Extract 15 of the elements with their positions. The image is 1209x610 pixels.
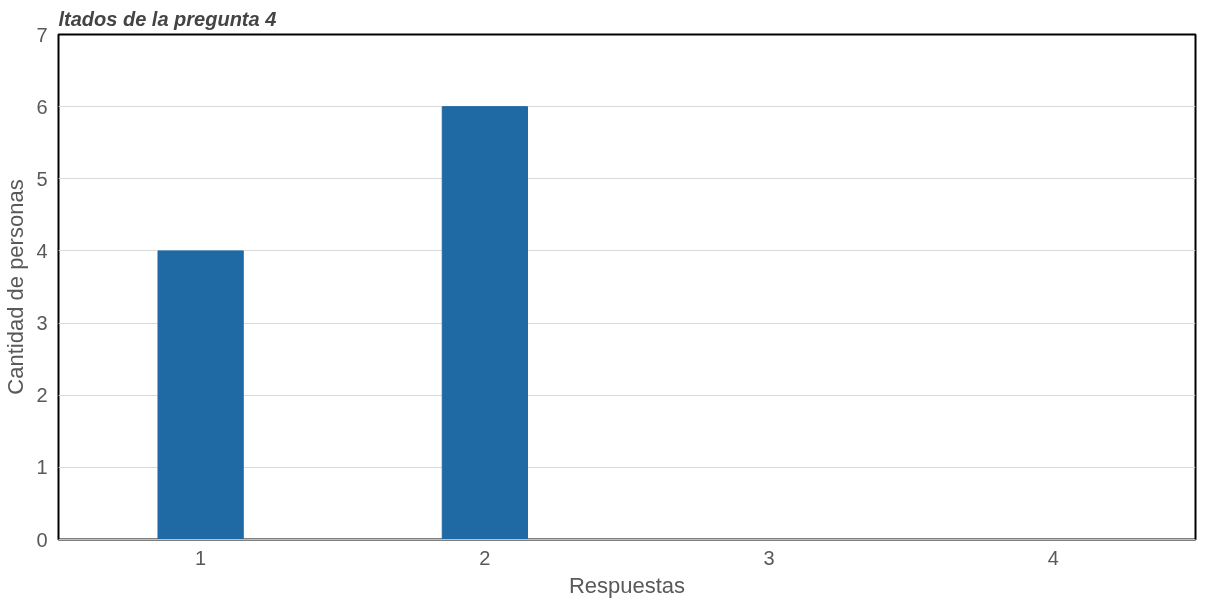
y-tick-label: 6 xyxy=(36,95,48,118)
x-tick-label: 1 xyxy=(195,546,207,569)
x-axis-title: Respuestas xyxy=(568,572,686,598)
chart-title: ltados de la pregunta 4 xyxy=(58,7,277,30)
x-tick-label: 4 xyxy=(1047,546,1059,569)
y-axis-title: Cantidad de personas xyxy=(3,179,29,395)
y-tick-label: 5 xyxy=(36,167,48,190)
y-tick-label: 7 xyxy=(36,23,48,46)
x-tick-label: 3 xyxy=(763,546,775,569)
y-tick-label: 4 xyxy=(36,239,48,262)
y-tick-label: 2 xyxy=(36,384,48,407)
y-tick-label: 0 xyxy=(36,528,48,551)
y-tick-label: 3 xyxy=(36,312,48,335)
y-tick-label: 1 xyxy=(36,456,48,479)
x-tick-label: 2 xyxy=(479,546,491,569)
